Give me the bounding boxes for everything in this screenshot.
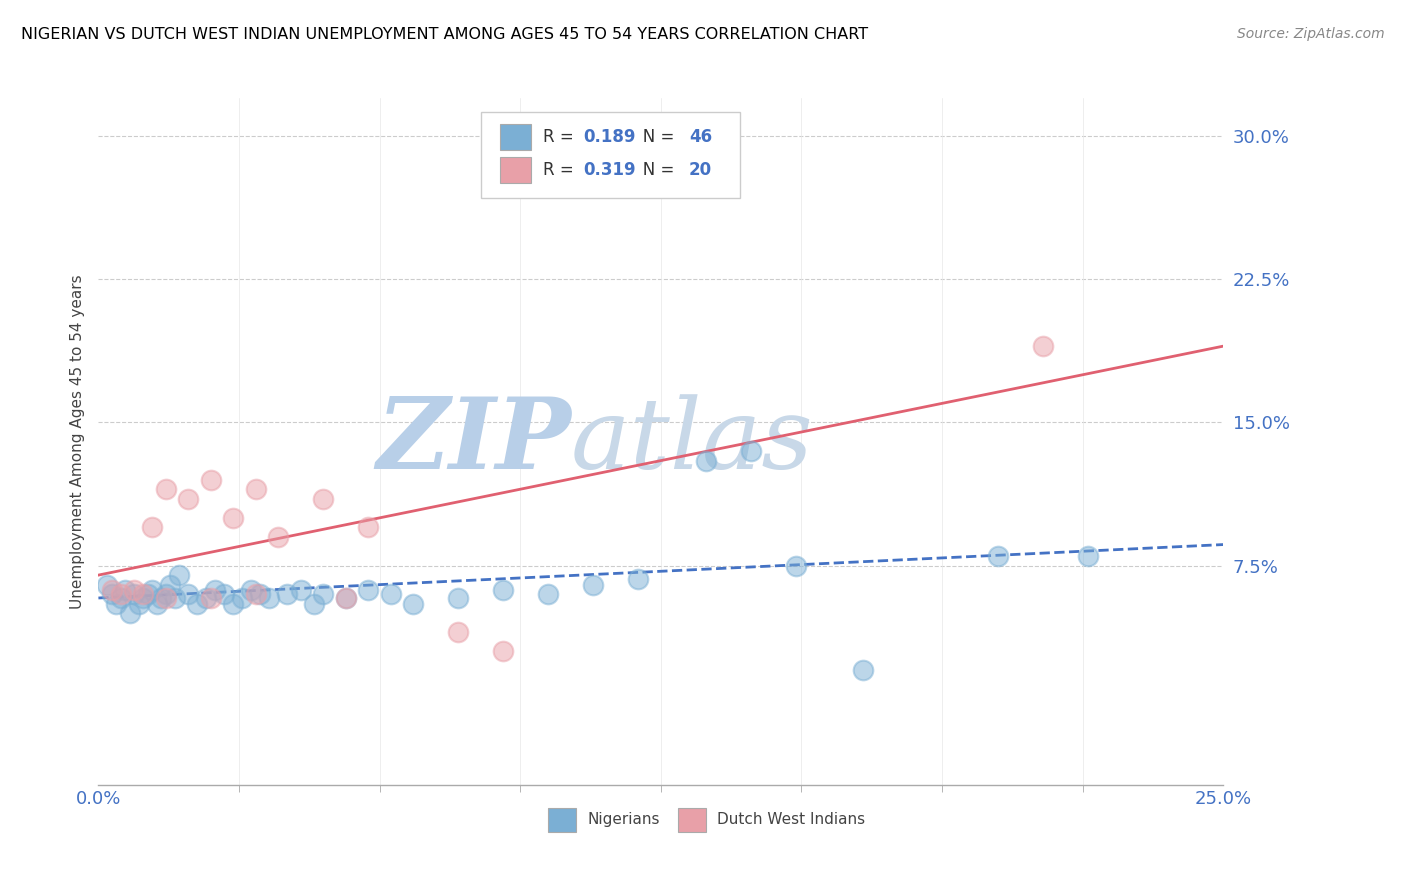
Point <box>163 591 186 605</box>
Bar <box>678 807 706 831</box>
Y-axis label: Unemployment Among Ages 45 to 54 years: Unemployment Among Ages 45 to 54 years <box>69 274 84 609</box>
Point <box>105 597 128 611</box>
Point <box>304 597 326 611</box>
Text: R =: R = <box>543 161 579 179</box>
Text: 46: 46 <box>689 128 711 146</box>
Point <box>128 597 150 611</box>
Point <box>380 587 402 601</box>
Point <box>335 591 357 605</box>
Point <box>1032 339 1054 353</box>
Point <box>155 591 177 605</box>
Point <box>169 568 191 582</box>
Point <box>537 587 560 601</box>
Point <box>582 577 605 591</box>
Point <box>249 587 271 601</box>
Point <box>114 583 136 598</box>
Point <box>132 591 155 605</box>
Point <box>627 572 650 586</box>
Point <box>267 530 290 544</box>
Text: R =: R = <box>543 128 579 146</box>
Point <box>245 587 267 601</box>
Point <box>231 591 253 605</box>
Point <box>312 587 335 601</box>
Point <box>159 577 181 591</box>
Point <box>200 473 222 487</box>
Point <box>132 587 155 601</box>
Bar <box>501 157 531 183</box>
Text: 0.189: 0.189 <box>583 128 636 146</box>
Text: Nigerians: Nigerians <box>588 812 661 827</box>
FancyBboxPatch shape <box>481 112 740 198</box>
Point <box>492 644 515 658</box>
Point <box>141 520 163 534</box>
Text: N =: N = <box>627 161 679 179</box>
Point <box>357 583 380 598</box>
Point <box>118 607 141 621</box>
Point <box>222 597 245 611</box>
Point <box>312 491 335 506</box>
Text: atlas: atlas <box>571 394 814 489</box>
Point <box>447 591 470 605</box>
Point <box>290 583 312 598</box>
Point <box>200 591 222 605</box>
Point <box>245 482 267 496</box>
Text: ZIP: ZIP <box>375 393 571 490</box>
Point <box>204 583 226 598</box>
Text: NIGERIAN VS DUTCH WEST INDIAN UNEMPLOYMENT AMONG AGES 45 TO 54 YEARS CORRELATION: NIGERIAN VS DUTCH WEST INDIAN UNEMPLOYME… <box>21 27 869 42</box>
Point <box>101 583 124 598</box>
Point <box>240 583 263 598</box>
Point <box>214 587 236 601</box>
Bar <box>501 124 531 151</box>
Point <box>987 549 1010 563</box>
Point <box>1077 549 1099 563</box>
Text: Source: ZipAtlas.com: Source: ZipAtlas.com <box>1237 27 1385 41</box>
Point <box>259 591 281 605</box>
Text: Dutch West Indians: Dutch West Indians <box>717 812 865 827</box>
Point <box>155 482 177 496</box>
Point <box>124 583 146 598</box>
Point <box>110 587 132 601</box>
Point <box>222 511 245 525</box>
Point <box>492 583 515 598</box>
Point <box>447 625 470 640</box>
Point <box>155 587 177 601</box>
Point <box>695 453 717 467</box>
Point <box>110 591 132 605</box>
Point <box>124 587 146 601</box>
Text: N =: N = <box>627 128 679 146</box>
Point <box>136 587 159 601</box>
Bar <box>548 807 576 831</box>
Point <box>276 587 298 601</box>
Text: 0.319: 0.319 <box>583 161 636 179</box>
Point <box>96 577 118 591</box>
Point <box>177 587 200 601</box>
Point <box>177 491 200 506</box>
Point <box>785 558 807 573</box>
Point <box>740 444 762 458</box>
Point <box>101 587 124 601</box>
Point <box>852 664 875 678</box>
Point <box>186 597 208 611</box>
Point <box>357 520 380 534</box>
Point <box>335 591 357 605</box>
Text: 20: 20 <box>689 161 711 179</box>
Point <box>195 591 218 605</box>
Point <box>150 591 173 605</box>
Point <box>146 597 169 611</box>
Point <box>402 597 425 611</box>
Point <box>141 583 163 598</box>
